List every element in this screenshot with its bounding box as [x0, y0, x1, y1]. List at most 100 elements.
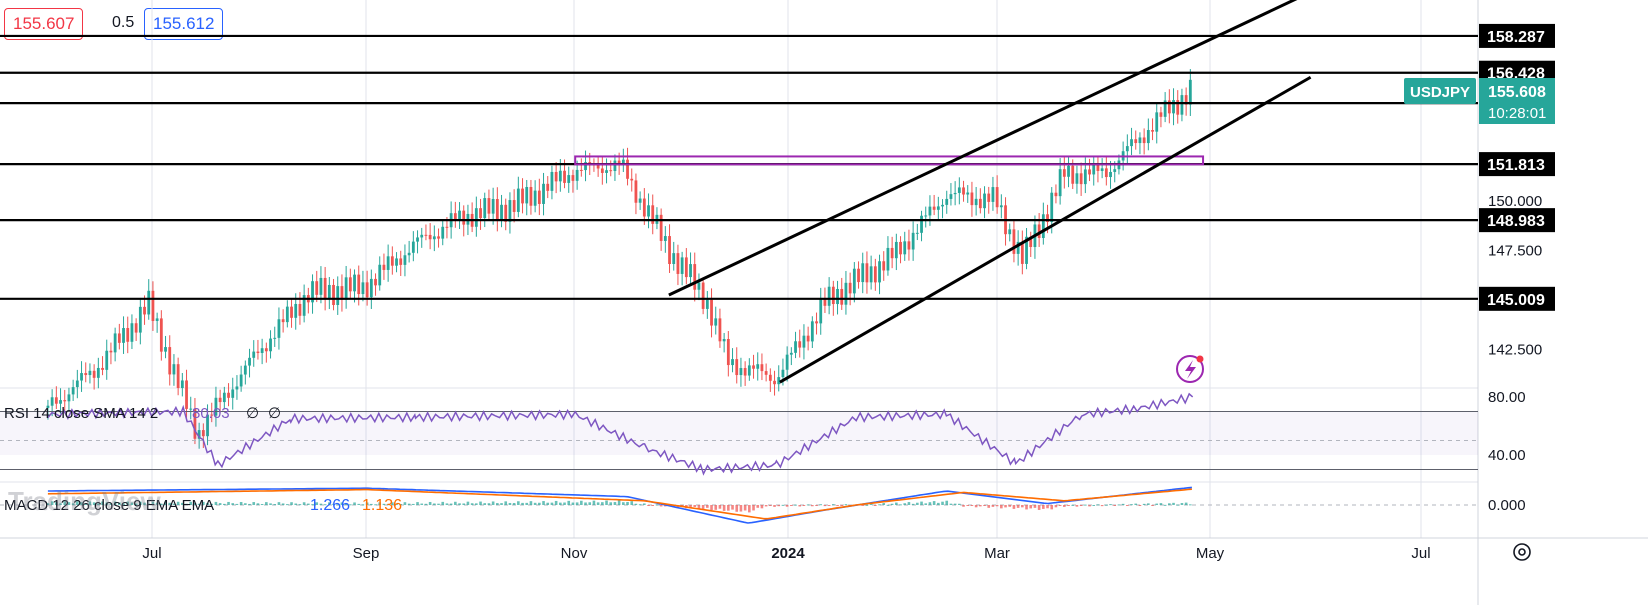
candle-body — [995, 187, 999, 208]
buy-price-button[interactable]: 155.612 — [144, 8, 224, 40]
macd-hist-bar — [924, 503, 928, 505]
macd-hist-bar — [798, 505, 802, 507]
macd-hist-bar — [218, 503, 222, 505]
candle-body — [315, 281, 319, 295]
candle-body — [84, 373, 88, 376]
candle-body — [302, 295, 306, 316]
macd-value: 1.266 — [310, 497, 350, 514]
candle-body — [697, 282, 701, 290]
candle-body — [1130, 139, 1133, 147]
candle-body — [621, 159, 625, 164]
macd-hist-bar — [1063, 505, 1066, 507]
candle-body — [558, 170, 562, 182]
rsi-extra-2: ∅ — [268, 405, 281, 422]
candle-body — [189, 408, 193, 410]
rsi-band — [0, 411, 1478, 455]
macd-hist-bar — [160, 503, 163, 505]
buy-price: 155.612 — [153, 14, 215, 33]
candle-body — [848, 282, 852, 294]
macd-hist-bar — [571, 502, 575, 505]
macd-hist-bar — [1046, 505, 1049, 509]
macd-hist-bar — [815, 505, 818, 506]
macd-hist-bar — [122, 503, 125, 505]
macd-hist-bar — [529, 501, 533, 505]
candle-body — [962, 187, 965, 195]
candle-body — [319, 277, 323, 295]
candle-body — [168, 347, 172, 375]
macd-hist-bar — [769, 505, 772, 506]
candle-body — [92, 370, 96, 378]
macd-hist-bar — [634, 503, 638, 505]
candle-body — [382, 264, 386, 270]
macd-hist-bar — [811, 505, 814, 507]
candle-body — [218, 397, 222, 403]
macd-hist-bar — [958, 503, 961, 505]
macd-hist-bar — [1113, 505, 1117, 506]
time-tick-label: Nov — [561, 545, 588, 562]
macd-hist-bar — [483, 503, 487, 505]
macd-hist-bar — [277, 502, 281, 505]
candle-body — [1016, 241, 1020, 254]
candle-body — [672, 253, 676, 265]
candle-body — [193, 408, 197, 439]
price-tick-label: 142.500 — [1488, 342, 1542, 359]
macd-hist-bar — [1121, 503, 1125, 505]
candle-body — [1079, 173, 1083, 185]
candle-body — [781, 369, 785, 378]
macd-hist-bar — [168, 502, 172, 505]
candle-body — [1142, 137, 1146, 144]
candle-body — [122, 328, 125, 343]
candle-body — [819, 299, 823, 324]
candle-body — [374, 278, 377, 286]
macd-hist-bar — [307, 503, 310, 505]
macd-hist-bar — [1142, 503, 1146, 505]
macd-hist-bar — [932, 501, 936, 505]
candle-body — [642, 198, 646, 217]
candle-body — [920, 215, 923, 233]
macd-hist-bar — [928, 502, 932, 505]
macd-hist-bar — [454, 501, 457, 505]
macd-hist-bar — [382, 503, 386, 505]
macd-hist-bar — [458, 503, 461, 505]
macd-hist-bar — [428, 501, 432, 505]
settings-gear-icon[interactable] — [1513, 543, 1531, 561]
macd-hist-bar — [239, 502, 243, 505]
candle-body — [668, 236, 671, 265]
macd-hist-bar — [340, 502, 344, 505]
macd-hist-bar — [109, 503, 113, 505]
candle-body — [1008, 229, 1012, 235]
candle-body — [487, 198, 491, 214]
candle-body — [1083, 169, 1087, 185]
candle-body — [147, 290, 151, 315]
candle-body — [647, 205, 650, 217]
macd-hist-bar — [1008, 505, 1012, 507]
macd-hist-bar — [84, 503, 88, 505]
macd-hist-bar — [496, 503, 499, 505]
macd-line — [47, 486, 1192, 524]
macd-hist-bar — [827, 505, 831, 506]
macd-hist-bar — [67, 502, 71, 505]
candle-body — [756, 364, 760, 369]
candle-body — [529, 186, 533, 206]
alert-lightning-icon[interactable] — [1176, 355, 1204, 383]
macd-hist-bar — [206, 503, 209, 505]
candle-body — [701, 282, 705, 309]
candle-body — [390, 256, 394, 266]
bolt-shape — [1185, 360, 1196, 379]
macd-hist-bar — [605, 500, 608, 505]
macd-hist-bar — [962, 505, 965, 507]
last-price-label: 155.608 — [1488, 84, 1546, 101]
macd-hist-bar — [315, 502, 319, 505]
time-tick-label: May — [1196, 545, 1225, 562]
macd-hist-bar — [567, 500, 571, 505]
macd-hist-bar — [403, 502, 407, 505]
candle-body — [285, 306, 289, 323]
macd-hist-bar — [1092, 504, 1096, 506]
candle-body — [966, 192, 970, 195]
macd-hist-bar — [323, 504, 327, 506]
macd-hist-bar — [395, 503, 398, 505]
candle-body — [873, 266, 877, 283]
sell-price-button[interactable]: 155.607 — [4, 8, 84, 40]
time-tick-label: 2024 — [771, 545, 805, 562]
